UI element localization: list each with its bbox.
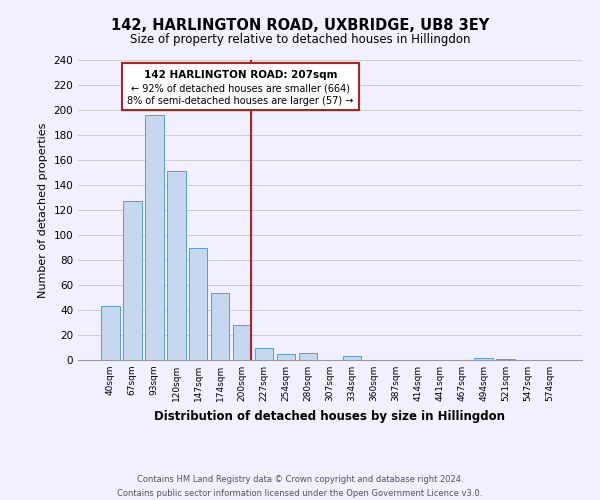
Text: Contains HM Land Registry data © Crown copyright and database right 2024.
Contai: Contains HM Land Registry data © Crown c… [118, 476, 482, 498]
Bar [496, 359, 515, 360]
Bar [211, 292, 229, 360]
Bar [189, 248, 208, 360]
Text: ← 92% of detached houses are smaller (664): ← 92% of detached houses are smaller (66… [131, 84, 350, 94]
FancyBboxPatch shape [122, 62, 359, 110]
Text: Size of property relative to detached houses in Hillingdon: Size of property relative to detached ho… [130, 32, 470, 46]
Bar [167, 171, 185, 360]
Y-axis label: Number of detached properties: Number of detached properties [38, 122, 48, 298]
Bar [475, 358, 493, 360]
Bar [277, 354, 295, 360]
Bar [299, 352, 317, 360]
Bar [233, 325, 251, 360]
Bar [101, 306, 119, 360]
X-axis label: Distribution of detached houses by size in Hillingdon: Distribution of detached houses by size … [155, 410, 505, 422]
Bar [343, 356, 361, 360]
Text: 142 HARLINGTON ROAD: 207sqm: 142 HARLINGTON ROAD: 207sqm [144, 70, 337, 80]
Bar [255, 348, 274, 360]
Bar [145, 115, 164, 360]
Bar [123, 201, 142, 360]
Text: 142, HARLINGTON ROAD, UXBRIDGE, UB8 3EY: 142, HARLINGTON ROAD, UXBRIDGE, UB8 3EY [111, 18, 489, 32]
Text: 8% of semi-detached houses are larger (57) →: 8% of semi-detached houses are larger (5… [127, 96, 353, 106]
